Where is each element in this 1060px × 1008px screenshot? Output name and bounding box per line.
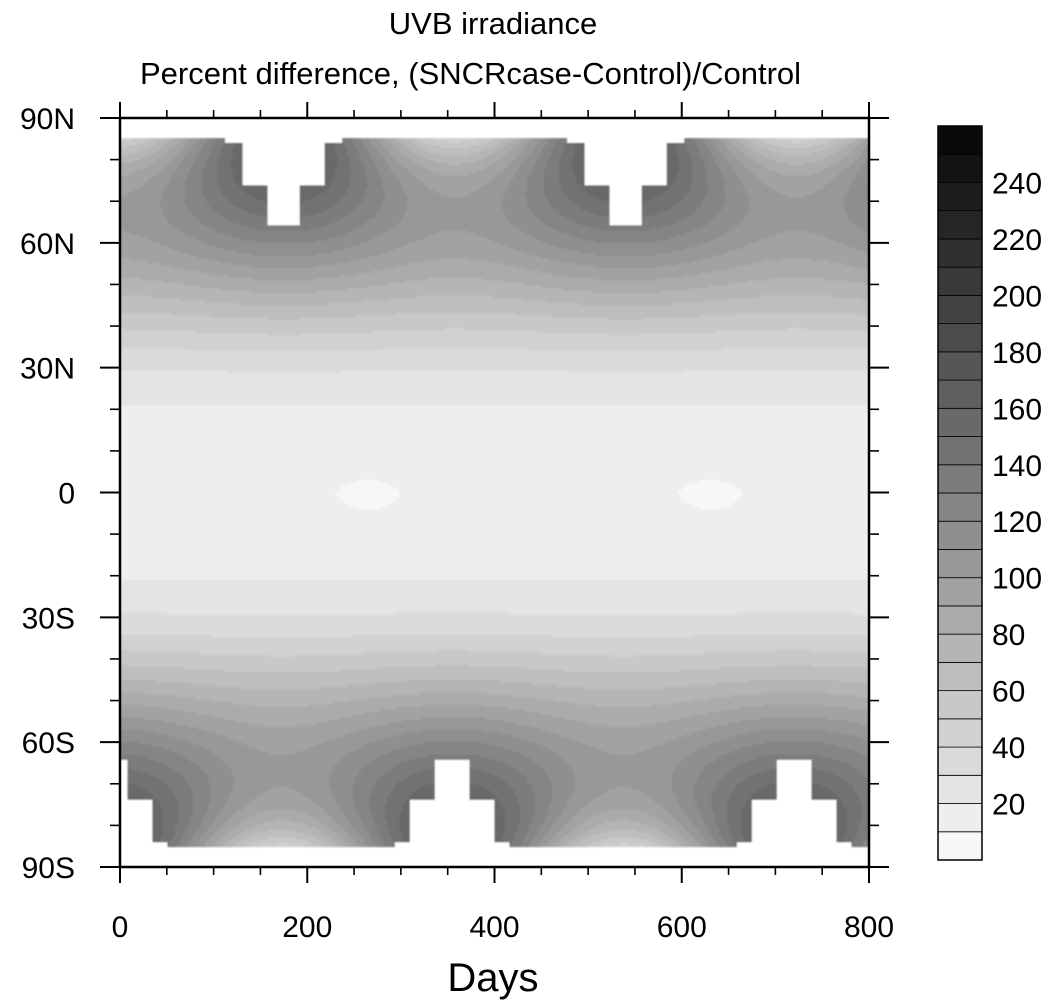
colorbar-swatch [937, 407, 983, 437]
colorbar-swatch [937, 238, 983, 268]
colorbar-label: 40 [992, 732, 1025, 765]
colorbar-swatch [937, 153, 983, 183]
colorbar-swatch [937, 125, 983, 155]
colorbar-swatch [937, 831, 983, 861]
colorbar-swatch [937, 605, 983, 635]
chart-title: UVB irradiance [388, 6, 598, 41]
x-axis-label: Days [447, 956, 539, 1000]
contour-raster [120, 118, 869, 867]
colorbar-label: 200 [992, 280, 1042, 313]
y-tick-label: 60S [22, 727, 75, 760]
colorbar: 20 40 60 80 100 120 140 160 180 200 220 240 [937, 125, 1042, 861]
y-tick-label: 90S [22, 852, 75, 885]
colorbar-swatch [937, 661, 983, 692]
colorbar-swatch [937, 746, 983, 776]
colorbar-label: 220 [992, 224, 1042, 257]
colorbar-border [937, 125, 983, 861]
x-tick-label: 600 [657, 911, 707, 944]
colorbar-label: 120 [992, 506, 1042, 539]
axes: 0 200 400 600 800 90N 60N 30N 0 30S 60S 90S [20, 102, 894, 944]
colorbar-label: 160 [992, 393, 1042, 426]
colorbar-swatch [937, 549, 983, 579]
colorbar-swatch [937, 577, 983, 607]
colorbar-label: 80 [992, 619, 1025, 652]
y-tick-label: 90N [20, 103, 75, 136]
colorbar-swatch [937, 690, 983, 720]
y-tick-label: 0 [58, 478, 75, 511]
x-tick-label: 200 [282, 911, 332, 944]
colorbar-swatch [937, 294, 983, 325]
x-tick-label: 0 [112, 911, 129, 944]
colorbar-label: 20 [992, 789, 1025, 822]
colorbar-swatch [937, 323, 983, 353]
y-tick-label: 60N [20, 228, 75, 261]
colorbar-swatch [937, 464, 983, 494]
x-tick-label: 400 [469, 911, 519, 944]
colorbar-swatch [937, 774, 983, 804]
colorbar-label: 240 [992, 167, 1042, 200]
colorbar-swatch [937, 351, 983, 381]
colorbar-swatch [937, 379, 983, 409]
colorbar-label: 60 [992, 676, 1025, 709]
contour-field [120, 118, 869, 867]
colorbar-swatch [937, 266, 983, 296]
colorbar-swatch [937, 182, 983, 212]
colorbar-label: 140 [992, 450, 1042, 483]
colorbar-label: 100 [992, 563, 1042, 596]
colorbar-swatch [937, 633, 983, 663]
colorbar-swatch [937, 436, 983, 466]
colorbar-swatch [937, 210, 983, 240]
x-tick-label: 800 [844, 911, 894, 944]
colorbar-swatch [937, 492, 983, 522]
chart-subtitle: Percent difference, (SNCRcase-Control)/C… [140, 56, 802, 91]
colorbar-label: 180 [992, 337, 1042, 370]
y-tick-label: 30S [22, 602, 75, 635]
colorbar-swatch [937, 520, 983, 550]
colorbar-swatch [937, 803, 983, 833]
y-tick-label: 30N [20, 353, 75, 386]
colorbar-swatch [937, 718, 983, 748]
